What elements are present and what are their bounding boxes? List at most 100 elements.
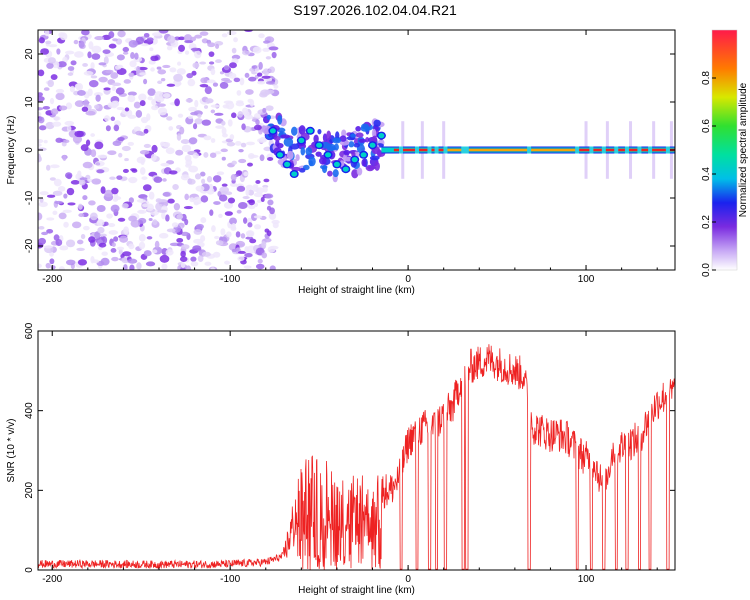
noise-blob xyxy=(201,251,211,257)
noise-blob xyxy=(110,248,117,253)
noise-blob xyxy=(155,202,163,211)
noise-blob xyxy=(192,152,199,159)
transition-blob xyxy=(298,125,306,135)
noise-blob xyxy=(264,193,274,199)
noise-blob xyxy=(40,48,50,55)
noise-blob xyxy=(53,178,62,187)
noise-blob xyxy=(199,31,209,36)
noise-blob xyxy=(180,174,190,181)
noise-blob xyxy=(221,156,226,161)
noise-blob xyxy=(208,61,215,65)
noise-blob xyxy=(55,238,63,247)
spot-inner xyxy=(284,161,291,167)
spot-inner xyxy=(298,137,305,143)
noise-blob xyxy=(257,258,263,264)
noise-blob xyxy=(118,248,123,255)
noise-blob xyxy=(62,154,67,161)
noise-blob xyxy=(45,40,52,45)
carrier-gap xyxy=(624,146,629,154)
noise-blob xyxy=(67,202,76,206)
noise-blob xyxy=(111,82,122,87)
noise-blob xyxy=(184,50,190,55)
noise-blob xyxy=(238,201,248,210)
transition-blob xyxy=(313,134,319,143)
noise-blob xyxy=(253,124,262,131)
noise-blob xyxy=(163,142,171,148)
noise-blob xyxy=(165,214,170,222)
noise-blob xyxy=(162,178,167,182)
noise-blob xyxy=(203,105,209,109)
noise-blob xyxy=(55,92,65,101)
noise-blob xyxy=(205,98,214,104)
noise-blob xyxy=(168,170,178,175)
noise-blob xyxy=(113,124,120,132)
noise-blob xyxy=(45,262,51,269)
noise-blob xyxy=(178,36,186,41)
noise-blob xyxy=(117,217,126,222)
transition-blob xyxy=(348,141,355,148)
noise-blob xyxy=(94,36,105,41)
colorbar xyxy=(712,30,737,270)
noise-blob xyxy=(65,102,73,110)
noise-blob xyxy=(114,65,122,70)
noise-blob xyxy=(98,76,108,83)
noise-blob xyxy=(38,139,44,144)
heatmap-ylabel: Frequency (Hz) xyxy=(6,116,17,185)
transition-blob xyxy=(291,126,298,136)
noise-blob xyxy=(111,256,119,262)
transition-blob xyxy=(315,151,322,157)
noise-blob xyxy=(85,110,96,116)
noise-blob xyxy=(204,86,212,95)
noise-blob xyxy=(112,140,122,146)
noise-blob xyxy=(52,210,58,216)
noise-blob xyxy=(38,69,45,77)
spot-inner xyxy=(378,133,385,139)
noise-blob xyxy=(269,265,276,270)
noise-blob xyxy=(192,62,200,69)
noise-blob xyxy=(169,67,177,73)
noise-blob xyxy=(210,109,216,114)
noise-blob xyxy=(74,130,84,138)
noise-blob xyxy=(241,123,246,131)
noise-blob xyxy=(214,235,220,240)
transition-blob xyxy=(326,130,332,141)
noise-blob xyxy=(235,101,245,107)
carrier-gap xyxy=(575,146,580,154)
noise-blob xyxy=(261,75,271,79)
noise-blob xyxy=(81,30,90,36)
noise-blob xyxy=(273,84,279,89)
noise-blob xyxy=(235,231,241,238)
noise-blob xyxy=(88,80,99,88)
noise-blob xyxy=(116,106,125,111)
noise-blob xyxy=(157,103,166,107)
noise-blob xyxy=(96,169,105,174)
noise-blob xyxy=(127,114,137,119)
noise-blob xyxy=(123,226,129,235)
carrier-gap xyxy=(461,146,466,154)
noise-blob xyxy=(151,98,157,106)
noise-blob xyxy=(195,185,205,192)
noise-blob xyxy=(46,164,51,171)
noise-blob xyxy=(219,186,230,194)
noise-blob xyxy=(222,104,230,109)
noise-blob xyxy=(139,149,150,155)
noise-blob xyxy=(38,125,47,131)
noise-blob xyxy=(223,100,234,105)
colorbar-label: Normalized spectral amplitude xyxy=(738,82,749,217)
noise-blob xyxy=(157,80,163,85)
transition-blob xyxy=(317,128,322,135)
snr-ylabel: SNR (10 * v/v) xyxy=(6,419,17,483)
noise-blob xyxy=(105,125,111,132)
snr-xlabel: Height of straight line (km) xyxy=(298,585,415,596)
noise-blob xyxy=(211,225,216,233)
noise-blob xyxy=(97,226,105,234)
noise-blob xyxy=(121,203,129,209)
noise-blob xyxy=(174,98,180,107)
noise-blob xyxy=(156,66,162,70)
noise-blob xyxy=(93,92,103,97)
transition-blob xyxy=(358,138,367,143)
noise-blob xyxy=(141,176,148,180)
noise-blob xyxy=(138,241,146,250)
noise-blob xyxy=(90,212,98,221)
noise-blob xyxy=(50,265,56,270)
